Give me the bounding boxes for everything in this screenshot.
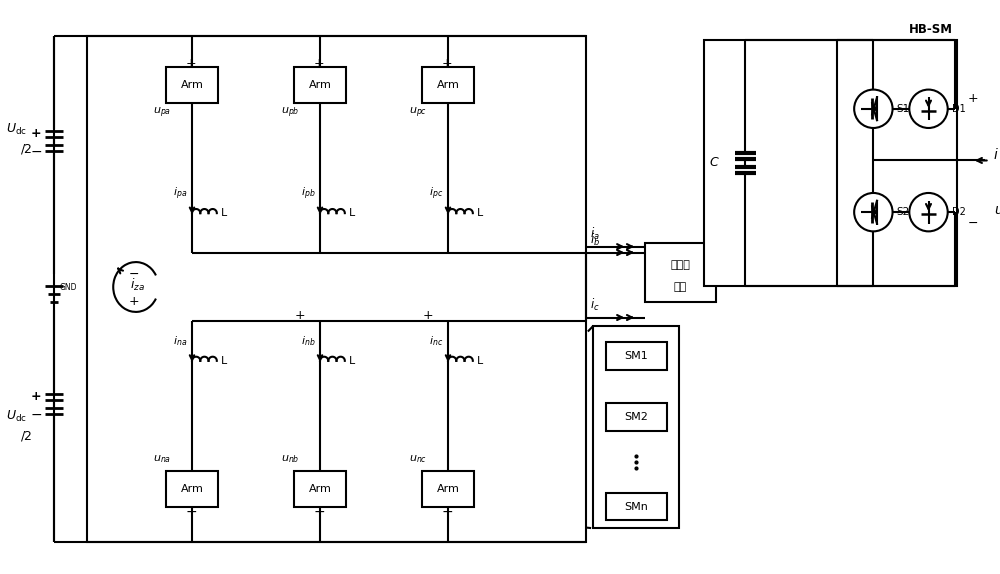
- Text: $i_{pa}$: $i_{pa}$: [173, 185, 187, 201]
- Text: $i_c$: $i_c$: [590, 297, 599, 313]
- Text: S1: S1: [897, 104, 910, 114]
- Text: L: L: [349, 208, 355, 218]
- Text: $i_{na}$: $i_{na}$: [173, 334, 187, 348]
- Bar: [422, 471, 474, 507]
- Text: $i_{pc}$: $i_{pc}$: [429, 185, 443, 201]
- Text: L: L: [349, 356, 355, 366]
- Text: $i_{nb}$: $i_{nb}$: [301, 334, 315, 348]
- Text: D1: D1: [952, 104, 965, 114]
- Text: Arm: Arm: [437, 484, 459, 494]
- Text: $i_{nc}$: $i_{nc}$: [429, 334, 443, 348]
- Text: $u_{nb}$: $u_{nb}$: [281, 453, 300, 465]
- Text: 电机: 电机: [674, 282, 687, 292]
- Text: +: +: [442, 57, 452, 70]
- Text: $U_{\rm dc}$: $U_{\rm dc}$: [6, 122, 27, 137]
- Text: $i_{pb}$: $i_{pb}$: [301, 185, 315, 201]
- Text: +: +: [31, 390, 42, 403]
- Text: Arm: Arm: [181, 484, 203, 494]
- Text: +: +: [295, 309, 306, 322]
- Text: S2: S2: [897, 207, 910, 217]
- Bar: [704, 40, 957, 286]
- Text: $i_b$: $i_b$: [590, 231, 600, 247]
- Bar: [593, 327, 679, 528]
- Text: SMn: SMn: [624, 502, 648, 511]
- Text: $-$: $-$: [313, 503, 325, 518]
- Text: +: +: [423, 309, 434, 322]
- Text: Arm: Arm: [437, 80, 459, 90]
- Text: $+$: $+$: [128, 294, 140, 308]
- Text: $u_{na}$: $u_{na}$: [153, 453, 172, 465]
- Text: L: L: [221, 356, 227, 366]
- Text: $i_a$: $i_a$: [590, 226, 600, 242]
- Text: $u$: $u$: [994, 203, 1000, 217]
- Text: D2: D2: [952, 207, 966, 217]
- Bar: [645, 243, 716, 302]
- Text: $u_{pc}$: $u_{pc}$: [409, 106, 428, 120]
- Text: GND: GND: [60, 284, 78, 293]
- Bar: [606, 342, 667, 370]
- Text: Arm: Arm: [181, 80, 203, 90]
- Text: C: C: [710, 157, 719, 169]
- Text: SM2: SM2: [624, 412, 648, 422]
- Text: $+$: $+$: [967, 92, 978, 106]
- Text: $-$: $-$: [185, 503, 197, 518]
- Text: 电网或: 电网或: [670, 260, 690, 270]
- Bar: [87, 36, 586, 542]
- Bar: [294, 67, 346, 103]
- Text: $-$: $-$: [30, 407, 43, 421]
- Text: L: L: [477, 208, 483, 218]
- Text: $/2$: $/2$: [20, 142, 32, 156]
- Text: +: +: [186, 57, 196, 70]
- Bar: [166, 471, 218, 507]
- Text: SM1: SM1: [624, 351, 648, 361]
- Text: $u_{pa}$: $u_{pa}$: [153, 106, 172, 120]
- Text: +: +: [31, 127, 42, 140]
- Text: $-$: $-$: [967, 215, 978, 228]
- Text: $u_{nc}$: $u_{nc}$: [409, 453, 428, 465]
- Text: $-$: $-$: [30, 144, 43, 158]
- Text: $U_{\rm dc}$: $U_{\rm dc}$: [6, 409, 27, 424]
- Text: HB-SM: HB-SM: [909, 23, 953, 36]
- Text: $i_{za}$: $i_{za}$: [130, 277, 145, 293]
- Bar: [422, 67, 474, 103]
- Text: $u_{pb}$: $u_{pb}$: [281, 106, 300, 120]
- Text: $/2$: $/2$: [20, 429, 32, 443]
- Text: L: L: [221, 208, 227, 218]
- Text: Arm: Arm: [309, 80, 331, 90]
- Text: L: L: [477, 356, 483, 366]
- Bar: [166, 67, 218, 103]
- Text: $-$: $-$: [128, 266, 139, 280]
- Text: $-$: $-$: [441, 503, 453, 518]
- Bar: [606, 404, 667, 431]
- Text: Arm: Arm: [309, 484, 331, 494]
- Text: $i$: $i$: [993, 147, 998, 162]
- Text: +: +: [314, 57, 324, 70]
- Bar: [606, 493, 667, 521]
- Bar: [294, 471, 346, 507]
